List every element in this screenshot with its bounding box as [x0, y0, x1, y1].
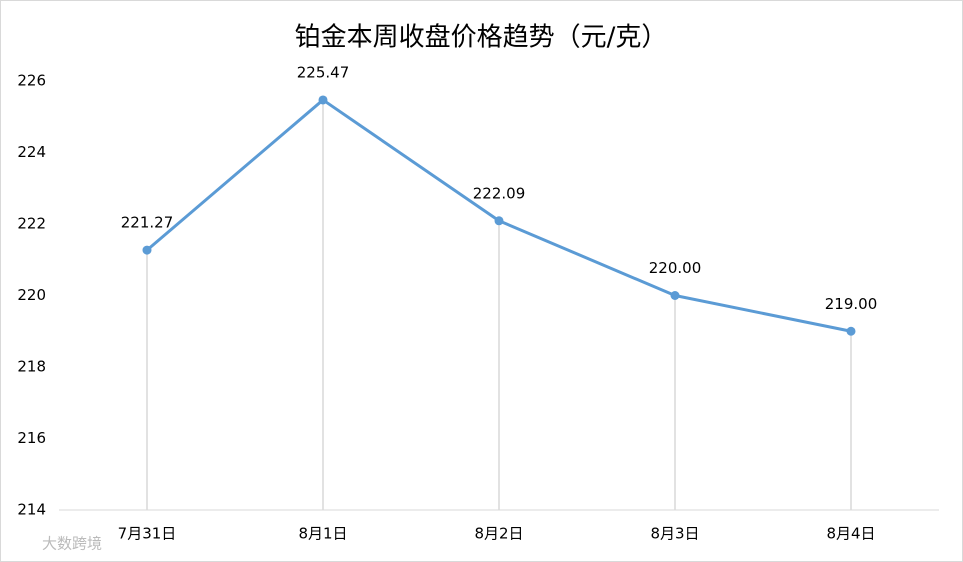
y-tick-label: 224 [17, 143, 46, 161]
point [494, 216, 504, 226]
x-tick-label: 8月1日 [298, 525, 347, 543]
y-tick-label: 220 [17, 286, 46, 304]
data-label: 221.27 [121, 214, 174, 232]
y-tick-label: 222 [17, 215, 46, 233]
data-label: 219.00 [825, 295, 878, 313]
point [142, 245, 152, 255]
point [670, 291, 680, 300]
watermark: 大数跨境 [42, 535, 102, 553]
data-label: 222.09 [473, 184, 526, 202]
y-tick-label: 216 [17, 429, 46, 447]
data-label: 220.00 [649, 259, 702, 277]
x-tick-label: 8月2日 [474, 525, 523, 543]
y-tick-label: 226 [17, 72, 46, 90]
x-tick-label: 7月31日 [118, 525, 177, 543]
y-tick-label: 218 [17, 358, 46, 376]
x-tick-label: 8月3日 [650, 525, 699, 543]
point [846, 326, 856, 336]
x-tick-label: 8月4日 [826, 525, 875, 543]
chart-title: 铂金本周收盘价格趋势（元/克） [295, 23, 668, 53]
y-tick-label: 214 [17, 501, 46, 519]
point [318, 95, 328, 105]
data-label: 225.47 [297, 63, 350, 81]
